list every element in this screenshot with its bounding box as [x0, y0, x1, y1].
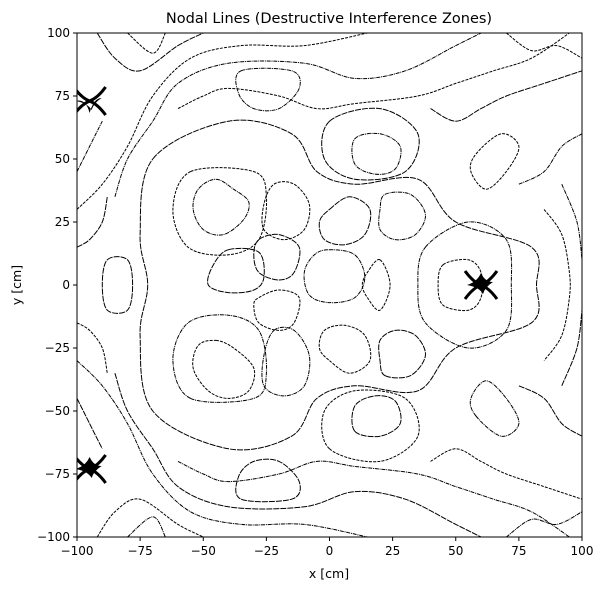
source-blob-0-arm-3	[89, 99, 107, 116]
nodal-contour-open-36	[430, 448, 582, 500]
y-tick-label-8: 100	[47, 26, 70, 40]
nodal-contour-closed-13	[351, 132, 402, 175]
nodal-contour-closed-19	[469, 380, 520, 437]
nodal-contour-closed-21	[172, 167, 268, 256]
nodal-contour-closed-10	[378, 191, 426, 241]
nodal-contour-open-41	[561, 310, 582, 386]
nodal-contour-open-49	[127, 516, 166, 537]
x-axis: −100 −75 −50 −25 0 25 50 75 100	[61, 537, 594, 558]
nodal-contour-closed-7	[303, 249, 366, 304]
nodal-contour-open-37	[518, 133, 582, 185]
nodal-contour-closed-22	[172, 314, 268, 403]
nodal-contour-open-48	[127, 33, 166, 54]
nodal-contour-closed-12	[361, 259, 391, 311]
y-tick-label-6: 50	[55, 152, 70, 166]
source-blob-2-arm-3	[480, 283, 499, 300]
nodal-contour-open-34	[177, 460, 570, 537]
nodal-contour-closed-20	[101, 256, 134, 314]
x-tick-label-6: 50	[448, 544, 463, 558]
nodal-contour-open-38	[518, 385, 582, 437]
x-axis-label: x [cm]	[309, 566, 349, 581]
source-blob-0-arm-2	[77, 99, 91, 114]
x-tick-label-2: −50	[191, 544, 216, 558]
y-tick-label-0: −100	[37, 530, 70, 544]
nodal-contour-open-46	[77, 120, 103, 172]
source-blob-0	[77, 98, 102, 114]
nodal-contour-open-35	[430, 70, 582, 122]
nodal-contour-closed-1	[192, 178, 250, 236]
x-tick-label-1: −75	[127, 544, 152, 558]
y-tick-label-5: 25	[55, 215, 70, 229]
source-blob-layer	[77, 86, 499, 484]
y-tick-label-1: −75	[45, 467, 70, 481]
nodal-contour-closed-15	[437, 258, 484, 312]
nodal-contour-open-30	[96, 498, 204, 537]
nodal-contour-closed-0	[192, 339, 256, 399]
nodal-contour-closed-16	[235, 67, 301, 112]
nodal-contour-closed-3	[261, 181, 311, 241]
x-tick-label-7: 75	[511, 544, 526, 558]
x-tick-label-3: −25	[254, 544, 279, 558]
nodal-contour-open-32	[114, 373, 482, 537]
nodal-contour-closed-26	[139, 119, 540, 451]
nodal-contour-closed-17	[235, 458, 301, 503]
nodal-contour-open-47	[77, 398, 103, 450]
chart-title: Nodal Lines (Destructive Interference Zo…	[166, 11, 492, 27]
nodal-contour-open-31	[114, 33, 482, 197]
source-blob-2-arm-2	[463, 283, 482, 300]
nodal-contour-open-45	[77, 322, 108, 374]
y-tick-label-4: 0	[62, 278, 70, 292]
nodal-contour-open-28	[77, 360, 368, 537]
nodal-contour-open-42	[506, 33, 582, 59]
x-tick-label-0: −100	[61, 544, 94, 558]
nodal-contour-closed-5	[253, 233, 301, 281]
x-tick-label-4: 0	[326, 544, 334, 558]
y-tick-label-2: −50	[45, 404, 70, 418]
nodal-contour-open-43	[506, 511, 582, 537]
nodal-contour-closed-18	[469, 133, 520, 190]
nodal-contour-open-27	[77, 33, 368, 210]
nodal-contour-open-29	[96, 33, 204, 72]
nodal-contour-closed-14	[351, 395, 402, 438]
nodal-contour-closed-2	[207, 247, 265, 294]
nodal-contour-closed-24	[321, 389, 420, 463]
nodal-contour-closed-9	[318, 324, 372, 374]
source-blob-1-arm-3	[89, 467, 107, 484]
nodal-contour-open-40	[561, 184, 582, 260]
nodal-contour-open-44	[77, 196, 108, 248]
nodal-contour-open-39	[543, 209, 571, 361]
x-tick-label-5: 25	[385, 544, 400, 558]
nodal-contour-closed-23	[321, 107, 420, 181]
nodal-contour-closed-11	[378, 329, 426, 379]
nodal-contour-closed-4	[261, 326, 311, 397]
y-axis-label: y [cm]	[9, 265, 24, 305]
y-axis: −100 −75 −50 −25 0 25 50 75 100	[37, 26, 77, 544]
x-tick-label-8: 100	[571, 544, 594, 558]
nodal-contour-layer	[77, 33, 582, 537]
nodal-contour-closed-8	[318, 196, 372, 246]
nodal-contour-closed-25	[417, 221, 513, 349]
y-tick-label-7: 75	[55, 89, 70, 103]
nodal-contour-closed-6	[253, 289, 301, 331]
y-tick-label-3: −25	[45, 341, 70, 355]
source-blob-1-arm-2	[77, 467, 91, 482]
